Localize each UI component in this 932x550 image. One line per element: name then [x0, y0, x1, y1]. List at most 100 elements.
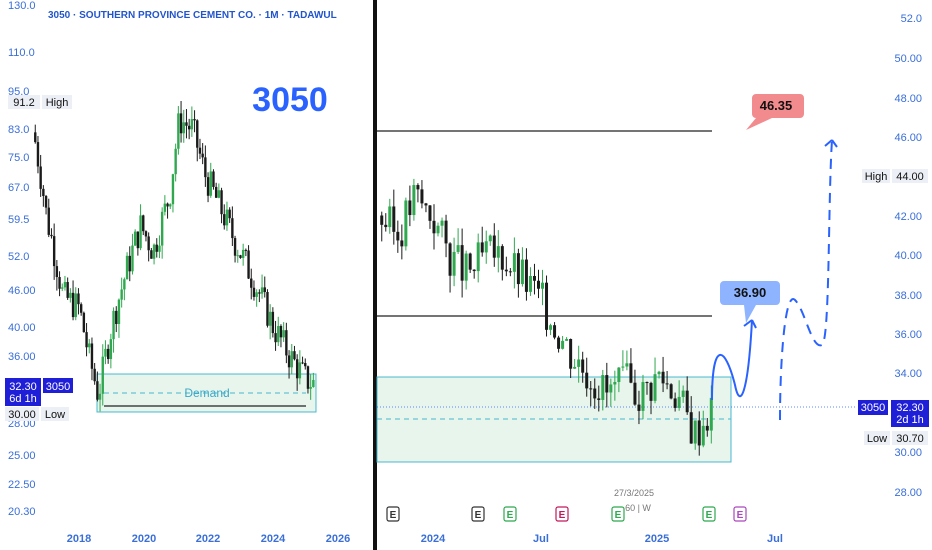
earnings-marker-icon[interactable] — [471, 506, 485, 522]
candle — [432, 220, 436, 234]
left-x-axis: 2018 2020 2022 2024 2026 — [67, 533, 350, 545]
candle — [150, 250, 153, 259]
candle — [274, 333, 277, 343]
right-last-price-badge — [891, 400, 929, 427]
candle — [133, 231, 137, 246]
candle — [185, 122, 188, 126]
earnings-marker-label: E — [737, 510, 744, 521]
candle — [252, 287, 256, 297]
candle — [448, 243, 452, 276]
candle — [163, 203, 167, 212]
right-y-tick: 28.00 — [894, 487, 922, 499]
right-x-tick: 2025 — [645, 533, 669, 545]
candle — [74, 293, 77, 318]
candle — [645, 382, 649, 384]
right-last-symbol-badge — [858, 400, 888, 415]
candle — [136, 231, 140, 249]
right-y-tick: 38.00 — [894, 290, 922, 302]
candle — [52, 236, 56, 267]
candle — [169, 204, 172, 207]
left-y-tick: 40.00 — [8, 322, 36, 334]
candle — [573, 366, 577, 369]
candle — [436, 225, 440, 234]
candle — [456, 245, 460, 252]
candle — [673, 398, 677, 408]
candle — [144, 231, 148, 237]
candle — [293, 351, 296, 360]
candle — [404, 200, 408, 247]
candle — [593, 388, 597, 399]
chart-header-title: 3050 · SOUTHERN PROVINCE CEMENT CO. · 1M… — [48, 10, 337, 21]
candle — [282, 330, 285, 338]
target-1-callout — [720, 281, 780, 323]
earnings-marker-label: E — [390, 510, 397, 521]
left-y-tick: 67.0 — [8, 182, 29, 194]
candle — [536, 280, 540, 289]
left-x-tick: 2020 — [132, 533, 156, 545]
candle — [160, 211, 164, 246]
candle — [166, 203, 169, 207]
panel-divider[interactable] — [373, 0, 377, 550]
earnings-marker-icon[interactable] — [555, 506, 569, 522]
left-y-tick: 46.00 — [8, 285, 36, 297]
candle — [309, 386, 312, 389]
candle — [601, 375, 605, 400]
earnings-marker-label: E — [507, 510, 514, 521]
candle — [190, 119, 194, 130]
left-y-tick: 36.00 — [8, 351, 36, 363]
candle — [565, 339, 569, 341]
left-y-tick: 22.50 — [8, 479, 36, 491]
candle — [420, 189, 424, 204]
right-candles — [380, 178, 713, 456]
left-y-tick: 75.0 — [8, 152, 29, 164]
earnings-marker-icon[interactable] — [503, 506, 517, 522]
left-high-label: High — [46, 97, 69, 109]
candle — [428, 205, 432, 221]
target-1-value: 36.90 — [734, 285, 767, 300]
candle — [553, 325, 557, 338]
left-y-tick: 52.0 — [8, 251, 29, 263]
candle — [396, 231, 400, 241]
right-x-tick: 2024 — [421, 533, 446, 545]
candle — [258, 292, 261, 294]
candle — [561, 340, 565, 349]
candle — [512, 253, 516, 272]
projection-solid — [711, 319, 753, 401]
left-low-value-badge — [5, 407, 39, 421]
candle — [657, 371, 661, 375]
candle — [677, 396, 681, 408]
candle — [569, 339, 573, 369]
candle — [508, 271, 512, 273]
left-x-tick: 2024 — [261, 533, 286, 545]
earnings-marker-icon[interactable] — [702, 506, 716, 522]
event-date: 27/3/2025 — [614, 488, 654, 498]
candle — [400, 240, 404, 247]
candle — [39, 166, 42, 189]
candle — [701, 425, 705, 446]
candle — [171, 174, 175, 205]
symbol-watermark: 3050 — [252, 81, 328, 119]
candle — [637, 404, 641, 411]
candle — [204, 157, 207, 178]
candle — [201, 153, 204, 158]
candle — [304, 362, 307, 367]
candle — [653, 374, 657, 401]
earnings-marker-icon[interactable] — [611, 506, 625, 522]
candle — [380, 215, 384, 225]
candle — [131, 245, 134, 272]
left-low-value: 30.00 — [8, 409, 36, 421]
candle — [298, 362, 302, 379]
candle — [104, 348, 107, 357]
earnings-marker-icon[interactable] — [733, 506, 747, 522]
candle — [115, 310, 118, 324]
candle — [681, 390, 685, 397]
earnings-marker-icon[interactable] — [386, 506, 400, 522]
right-high-label-badge — [862, 169, 890, 183]
right-last-price: 32.30 — [896, 402, 924, 414]
candle — [557, 337, 561, 349]
candle — [472, 269, 476, 272]
left-candles — [34, 100, 315, 412]
candle — [42, 188, 45, 197]
candle — [504, 269, 508, 272]
candle — [260, 287, 264, 294]
